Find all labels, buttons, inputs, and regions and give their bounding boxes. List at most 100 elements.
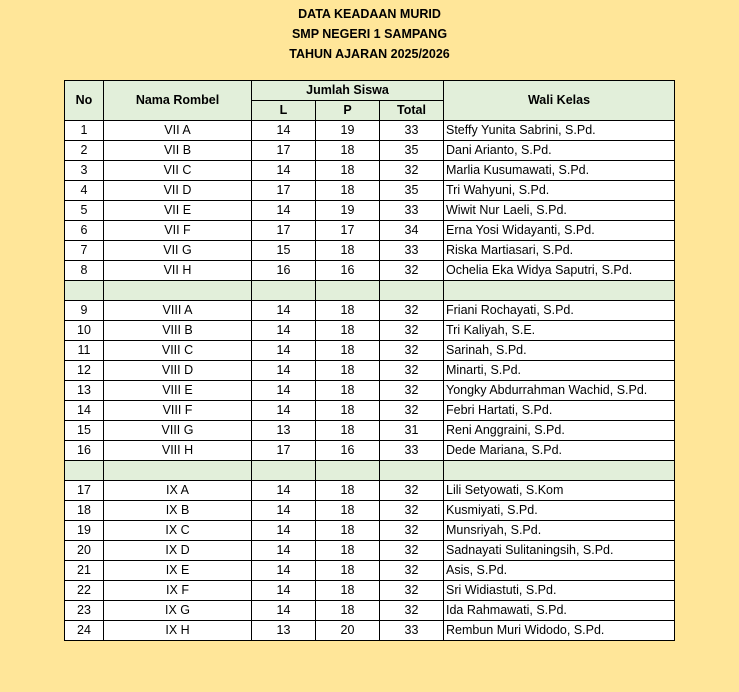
table-row: 10 VIII B 14 18 32 Tri Kaliyah, S.E. [64,320,675,341]
cell-total: 32 [379,380,444,401]
table-row: 3 VII C 14 18 32 Marlia Kusumawati, S.Pd. [64,160,675,181]
cell-wali-kelas: Munsriyah, S.Pd. [443,520,675,541]
cell-no: 19 [64,520,104,541]
cell-wali-kelas: Marlia Kusumawati, S.Pd. [443,160,675,181]
table-row: 8 VII H 16 16 32 Ochelia Eka Widya Saputri, S… [64,260,675,281]
cell-l: 14 [251,580,316,601]
title-line-3: TAHUN AJARAN 2025/2026 [289,47,450,61]
cell-l: 16 [251,260,316,281]
cell-total: 32 [379,520,444,541]
cell-l: 14 [251,340,316,361]
cell-rombel: IX B [103,500,252,521]
header-wali-kelas: Wali Kelas [443,80,675,121]
cell-wali-kelas: Rembun Muri Widodo, S.Pd. [443,620,675,641]
cell-total: 32 [379,500,444,521]
header-p: P [315,100,380,121]
table-row: 2 VII B 17 18 35 Dani Arianto, S.Pd. [64,140,675,161]
cell-rombel: VIII G [103,420,252,441]
header-jumlah-siswa: Jumlah Siswa [251,80,444,101]
empty-cell [64,280,104,301]
table-row: 17 IX A 14 18 32 Lili Setyowati, S.Kom [64,480,675,501]
cell-p: 16 [315,260,380,281]
cell-no: 4 [64,180,104,201]
cell-total: 32 [379,300,444,321]
cell-l: 14 [251,380,316,401]
cell-p: 18 [315,240,380,261]
header-no: No [64,80,104,121]
table-row: 5 VII E 14 19 33 Wiwit Nur Laeli, S.Pd. [64,200,675,221]
cell-l: 17 [251,180,316,201]
cell-wali-kelas: Tri Kaliyah, S.E. [443,320,675,341]
cell-total: 32 [379,160,444,181]
table-row: 1 VII A 14 19 33 Steffy Yunita Sabrini, S.Pd. [64,120,675,141]
empty-cell [443,280,675,301]
cell-no: 11 [64,340,104,361]
cell-no: 24 [64,620,104,641]
cell-rombel: VII G [103,240,252,261]
cell-p: 16 [315,440,380,461]
cell-p: 18 [315,340,380,361]
cell-wali-kelas: Friani Rochayati, S.Pd. [443,300,675,321]
title-line-1: DATA KEADAAN MURID [298,7,441,21]
cell-no: 14 [64,400,104,421]
title-line-2: SMP NEGERI 1 SAMPANG [291,27,448,41]
cell-no: 13 [64,380,104,401]
empty-cell [379,280,444,301]
table-row: 23 IX G 14 18 32 Ida Rahmawati, S.Pd. [64,600,675,621]
cell-l: 14 [251,360,316,381]
cell-total: 32 [379,340,444,361]
cell-no: 17 [64,480,104,501]
cell-total: 32 [379,600,444,621]
cell-wali-kelas: Steffy Yunita Sabrini, S.Pd. [443,120,675,141]
cell-wali-kelas: Ochelia Eka Widya Saputri, S.Pd. [443,260,675,281]
cell-rombel: VIII A [103,300,252,321]
cell-total: 33 [379,120,444,141]
cell-wali-kelas: Dani Arianto, S.Pd. [443,140,675,161]
group-separator-row [64,460,675,481]
cell-l: 14 [251,480,316,501]
cell-rombel: VIII B [103,320,252,341]
cell-wali-kelas: Sri Widiastuti, S.Pd. [443,580,675,601]
cell-no: 3 [64,160,104,181]
cell-l: 14 [251,600,316,621]
cell-total: 33 [379,620,444,641]
table-row: 21 IX E 14 18 32 Asis, S.Pd. [64,560,675,581]
cell-l: 14 [251,160,316,181]
header-total: Total [379,100,444,121]
empty-cell [103,460,252,481]
table-row: 4 VII D 17 18 35 Tri Wahyuni, S.Pd. [64,180,675,201]
cell-wali-kelas: Tri Wahyuni, S.Pd. [443,180,675,201]
cell-total: 35 [379,180,444,201]
cell-no: 7 [64,240,104,261]
cell-p: 18 [315,300,380,321]
table-row: 12 VIII D 14 18 32 Minarti, S.Pd. [64,360,675,381]
cell-rombel: VII H [103,260,252,281]
cell-rombel: IX D [103,540,252,561]
cell-l: 17 [251,220,316,241]
cell-rombel: VIII D [103,360,252,381]
cell-total: 33 [379,240,444,261]
cell-p: 20 [315,620,380,641]
table-row: 16 VIII H 17 16 33 Dede Mariana, S.Pd. [64,440,675,461]
cell-p: 17 [315,220,380,241]
cell-wali-kelas: Febri Hartati, S.Pd. [443,400,675,421]
cell-wali-kelas: Reni Anggraini, S.Pd. [443,420,675,441]
cell-no: 16 [64,440,104,461]
cell-l: 17 [251,440,316,461]
cell-total: 33 [379,440,444,461]
cell-rombel: IX G [103,600,252,621]
cell-l: 14 [251,320,316,341]
table-row: 9 VIII A 14 18 32 Friani Rochayati, S.Pd. [64,300,675,321]
empty-cell [251,280,316,301]
cell-p: 18 [315,560,380,581]
cell-l: 15 [251,240,316,261]
cell-l: 14 [251,560,316,581]
cell-p: 18 [315,400,380,421]
header-l: L [251,100,316,121]
cell-no: 5 [64,200,104,221]
table-row: 22 IX F 14 18 32 Sri Widiastuti, S.Pd. [64,580,675,601]
cell-rombel: VII B [103,140,252,161]
cell-no: 6 [64,220,104,241]
cell-wali-kelas: Erna Yosi Widayanti, S.Pd. [443,220,675,241]
cell-no: 12 [64,360,104,381]
